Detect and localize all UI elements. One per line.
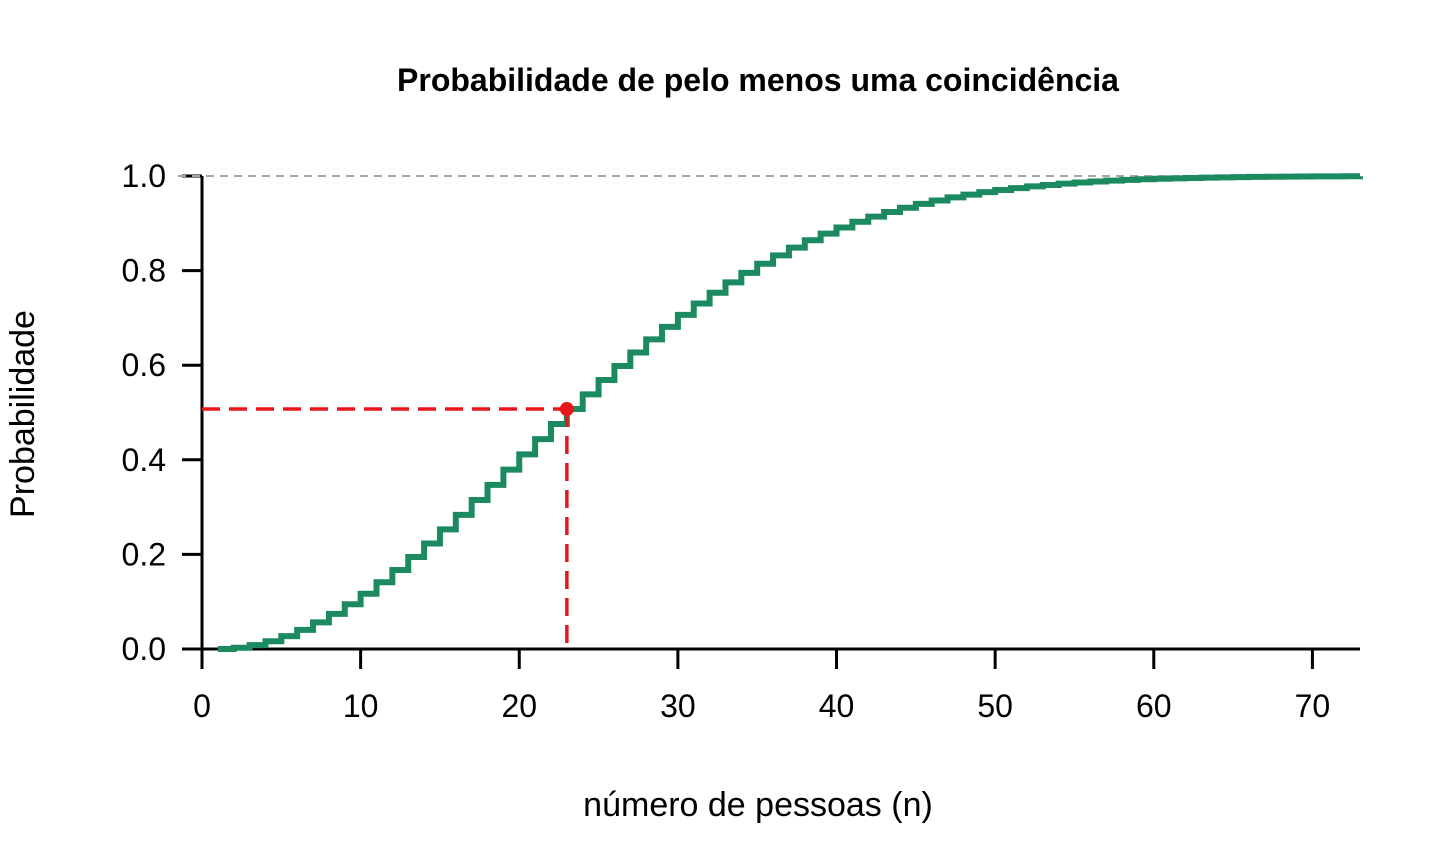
x-tick-label: 10 [343,688,379,724]
x-tick-label: 60 [1136,688,1172,724]
y-tick-label: 0.2 [122,536,166,572]
y-tick-label: 0.0 [122,631,166,667]
x-tick-label: 40 [819,688,855,724]
chart-title: Probabilidade de pelo menos uma coincidê… [397,62,1119,98]
x-tick-label: 70 [1295,688,1331,724]
highlight-point [559,402,574,417]
y-tick-label: 0.6 [122,347,166,383]
x-tick-label: 30 [660,688,696,724]
x-tick-label: 20 [501,688,537,724]
x-axis-label: número de pessoas (n) [583,786,933,824]
probability-step-line [217,173,1363,652]
x-tick-label: 50 [977,688,1013,724]
x-tick-label: 0 [193,688,211,724]
y-tick-label: 0.8 [122,253,166,289]
y-tick-label: 1.0 [122,158,166,194]
y-axis-label: Probabilidade [4,310,42,518]
y-tick-label: 0.4 [122,442,166,478]
plot-area: 0.0 0.2 0.4 0.6 0.8 1.0 0 10 20 30 40 50 60 70 [122,158,1363,724]
